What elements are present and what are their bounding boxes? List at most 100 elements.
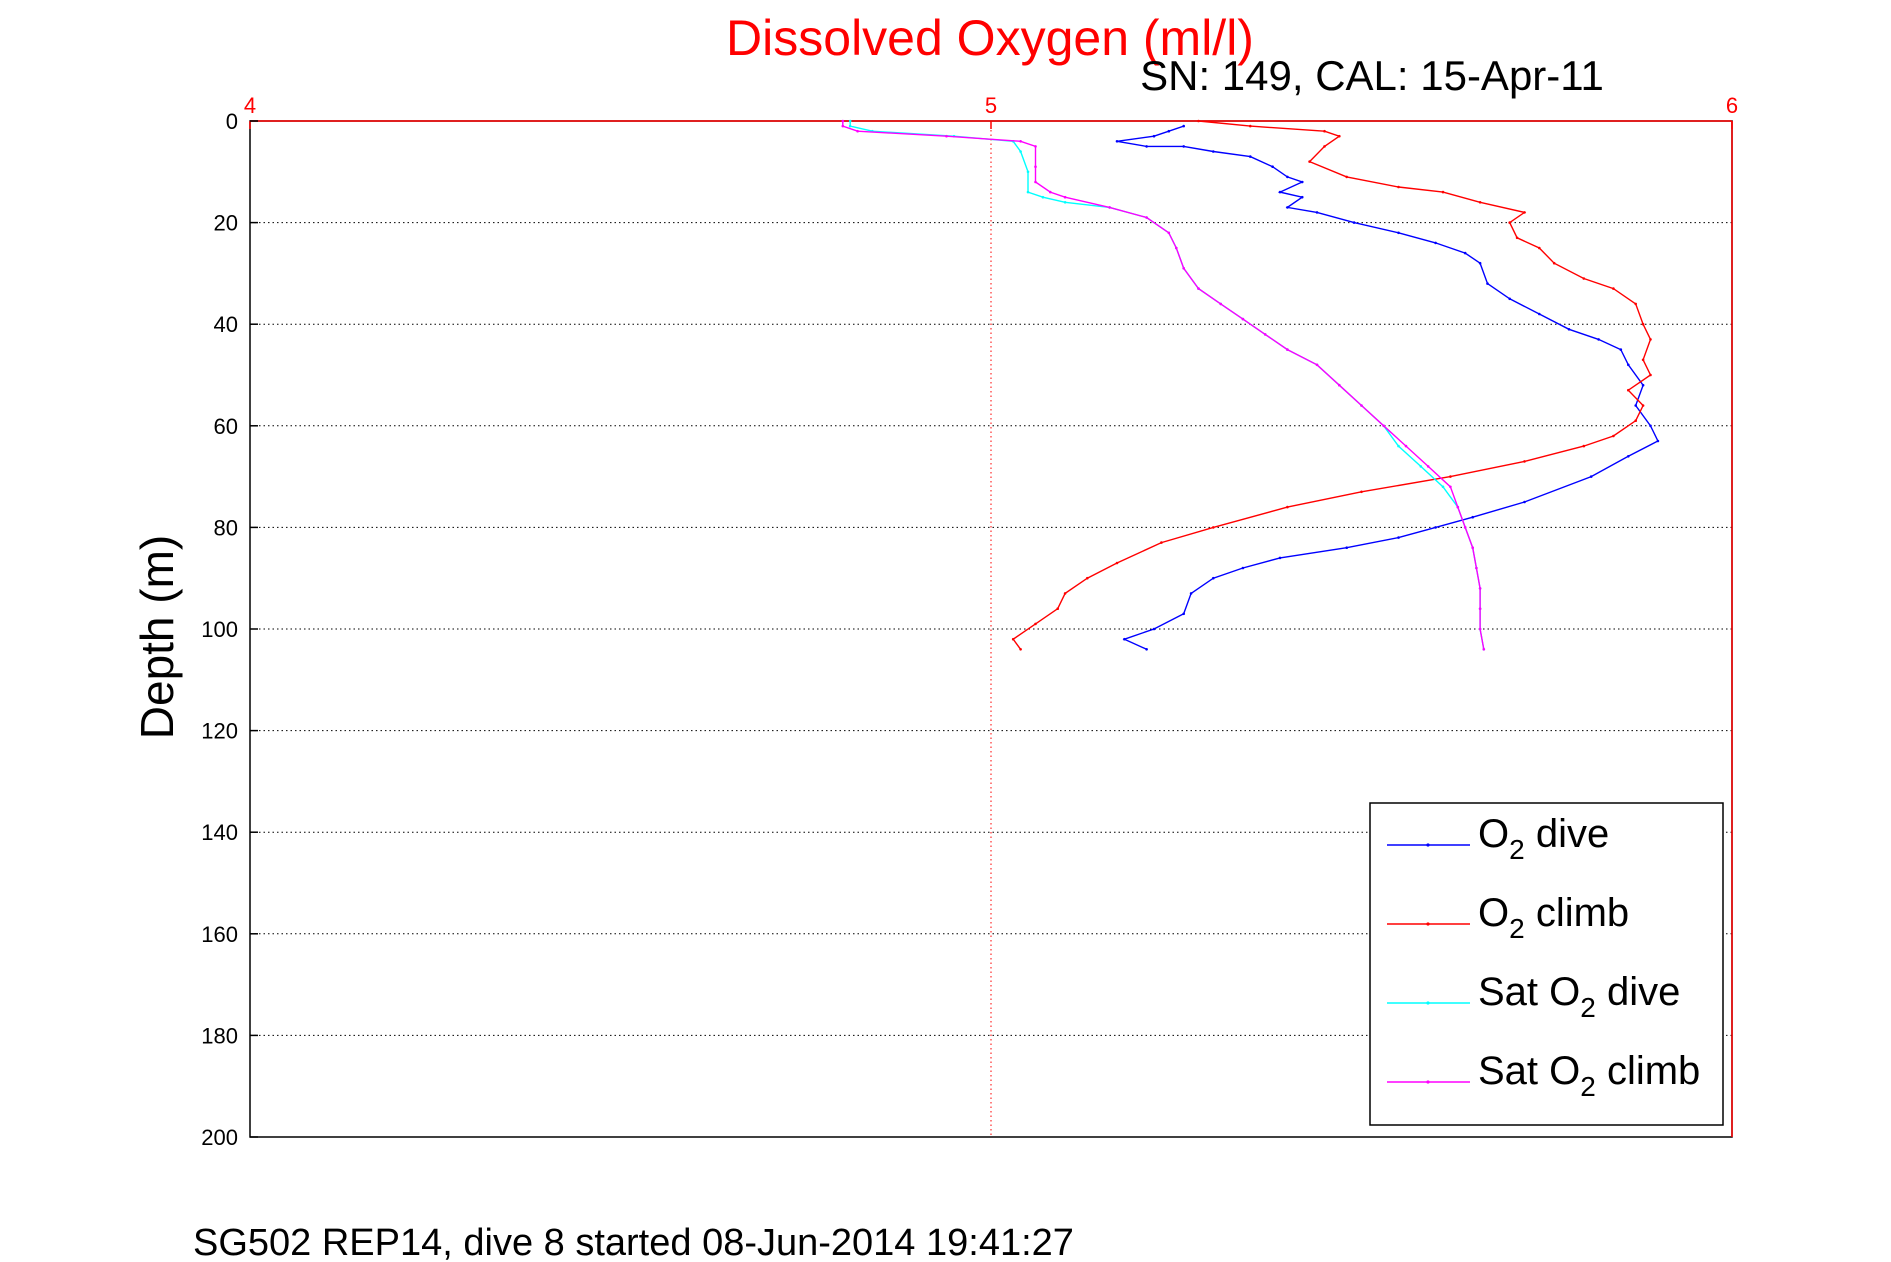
y-tick-label: 80 [214, 515, 238, 540]
grid [250, 121, 1732, 1137]
data-point-o2_climb [1397, 185, 1400, 189]
data-point-sat_climb [1197, 287, 1200, 290]
data-point-o2_dive [1397, 536, 1400, 539]
data-point-o2_dive [1315, 211, 1319, 214]
y-ticks: 0 20 40 60 80 100 120 140 160 180 200 [201, 109, 258, 1150]
data-point-o2_climb [1515, 236, 1519, 240]
data-point-o2_dive [1167, 129, 1171, 133]
data-point-o2_dive [1212, 576, 1215, 580]
data-point-o2_climb [1345, 175, 1348, 179]
data-point-o2_dive [1619, 348, 1623, 351]
data-point-o2_dive [1567, 328, 1571, 331]
legend: O2 dive O2 climb Sat O2 dive Sat O2 climb [1369, 802, 1724, 1126]
data-point-sat_climb [1315, 363, 1319, 367]
data-point-o2_dive [1641, 383, 1645, 387]
data-point-o2_dive [1152, 627, 1156, 631]
data-point-o2_climb [1338, 134, 1341, 138]
data-point-o2_dive [1434, 526, 1437, 529]
data-point-o2_climb [1056, 607, 1059, 610]
data-point-sat_climb [1286, 348, 1289, 351]
y-tick-label: 180 [201, 1023, 238, 1048]
data-point-o2_climb [1649, 338, 1652, 341]
data-point-o2_climb [1552, 261, 1556, 265]
data-point-o2_dive [1508, 297, 1511, 301]
data-point-o2_dive [1471, 515, 1474, 519]
data-point-o2_climb [1634, 302, 1637, 306]
data-point-o2_dive [1115, 140, 1119, 143]
data-point-o2_climb [1441, 190, 1445, 194]
data-point-o2_dive [1627, 363, 1630, 367]
data-point-o2_climb [1523, 211, 1526, 214]
data-point-o2_dive [1656, 439, 1660, 443]
legend-marker-sat_climb [1426, 1080, 1430, 1084]
y-axis-label: Depth (m) [131, 535, 183, 739]
data-point-o2_dive [1123, 637, 1126, 641]
data-point-o2_climb [1197, 119, 1200, 123]
data-point-sat_climb [1478, 587, 1482, 590]
data-point-sat_climb [1145, 216, 1148, 219]
x-tick-label: 5 [985, 93, 997, 118]
data-point-sat_dive [1419, 465, 1423, 468]
data-point-o2_climb [1634, 419, 1637, 423]
series-lines [841, 119, 1660, 651]
data-point-o2_climb [1212, 526, 1215, 529]
data-point-o2_dive [1212, 150, 1215, 153]
legend-box [1369, 802, 1724, 1126]
data-point-o2_dive [1523, 500, 1526, 504]
chart-title: Dissolved Oxygen (ml/l) [726, 10, 1254, 66]
legend-label-sat_dive: Sat O2 dive [1478, 970, 1680, 1023]
data-point-o2_dive [1627, 455, 1630, 458]
x-tick-label: 6 [1726, 93, 1738, 118]
data-point-o2_climb [1627, 388, 1630, 392]
data-point-sat_climb [1219, 302, 1222, 306]
data-point-o2_climb [1323, 129, 1326, 133]
data-point-sat_dive [1026, 170, 1030, 174]
data-point-sat_climb [945, 134, 948, 138]
data-point-o2_climb [1249, 124, 1252, 128]
data-point-sat_climb [1034, 180, 1037, 184]
data-point-o2_climb [1323, 145, 1326, 148]
data-point-o2_climb [1160, 541, 1163, 544]
data-point-sat_climb [1063, 195, 1067, 199]
x-tick-label: 4 [244, 93, 256, 118]
y-tick-label: 160 [201, 922, 238, 947]
data-point-o2_climb [1641, 358, 1645, 362]
data-point-o2_dive [1352, 221, 1356, 224]
legend-marker-o2_dive [1426, 843, 1430, 847]
data-point-sat_climb [1463, 526, 1467, 529]
data-point-o2_climb [1019, 648, 1022, 651]
data-point-sat_climb [1471, 546, 1474, 549]
data-point-o2_climb [1286, 505, 1289, 509]
data-point-sat_climb [841, 119, 845, 123]
data-point-sat_climb [1456, 505, 1460, 509]
y-tick-label: 140 [201, 820, 238, 845]
data-point-o2_climb [1478, 201, 1482, 204]
data-point-o2_climb [1612, 287, 1615, 290]
data-point-sat_climb [1482, 648, 1486, 651]
data-point-o2_climb [1641, 322, 1645, 326]
legend-label-o2_dive: O2 dive [1478, 812, 1609, 865]
data-point-o2_dive [1486, 282, 1489, 285]
legend-label-sat_climb: Sat O2 climb [1478, 1049, 1700, 1102]
data-point-sat_dive [1397, 444, 1400, 448]
data-point-o2_dive [1145, 145, 1148, 148]
data-point-o2_climb [1523, 460, 1526, 463]
data-point-o2_climb [1449, 475, 1452, 478]
data-point-o2_dive [1145, 648, 1148, 651]
data-point-o2_dive [1434, 241, 1437, 245]
y-tick-label: 20 [214, 211, 238, 236]
data-point-o2_dive [1589, 475, 1593, 478]
data-point-sat_climb [1241, 317, 1245, 321]
data-point-sat_climb [1049, 190, 1052, 194]
data-point-o2_climb [1034, 622, 1037, 626]
data-point-o2_dive [1182, 124, 1185, 128]
data-point-o2_climb [1649, 373, 1652, 377]
data-point-sat_climb [1263, 333, 1267, 336]
data-point-o2_dive [1286, 206, 1289, 209]
data-point-o2_climb [1086, 576, 1089, 580]
data-point-o2_climb [1582, 277, 1586, 280]
data-point-o2_dive [1249, 155, 1252, 158]
data-point-sat_climb [856, 129, 859, 133]
data-point-o2_dive [1634, 404, 1637, 407]
